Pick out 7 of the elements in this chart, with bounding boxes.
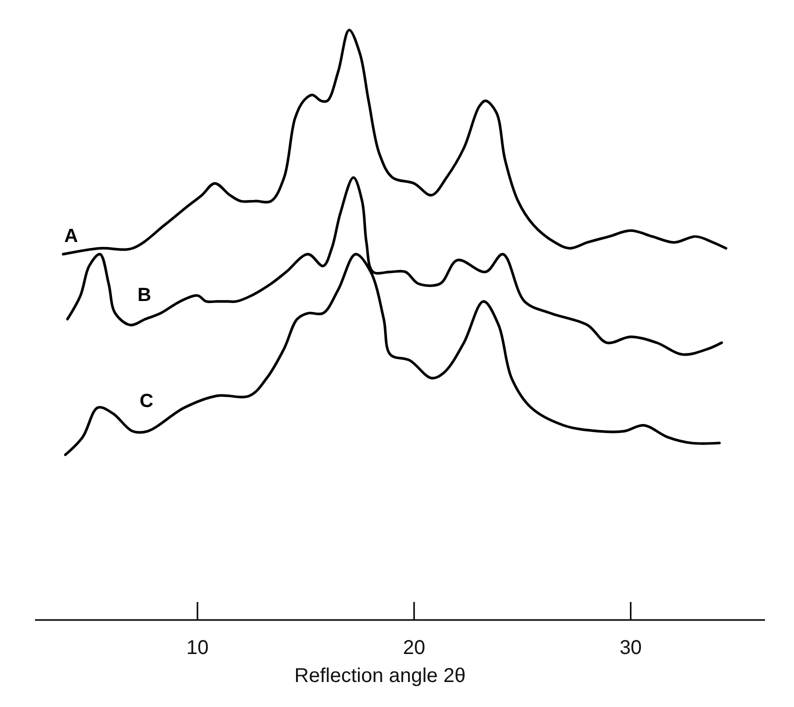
x-tick-label: 10 — [186, 637, 209, 659]
x-tick-label: 20 — [402, 637, 426, 659]
series-label: A — [64, 226, 78, 248]
x-tick-label: 30 — [620, 637, 642, 659]
x-axis-title: Reflection angle 2θ — [294, 665, 466, 687]
series-label: B — [137, 285, 152, 306]
series-label: C — [140, 391, 154, 412]
